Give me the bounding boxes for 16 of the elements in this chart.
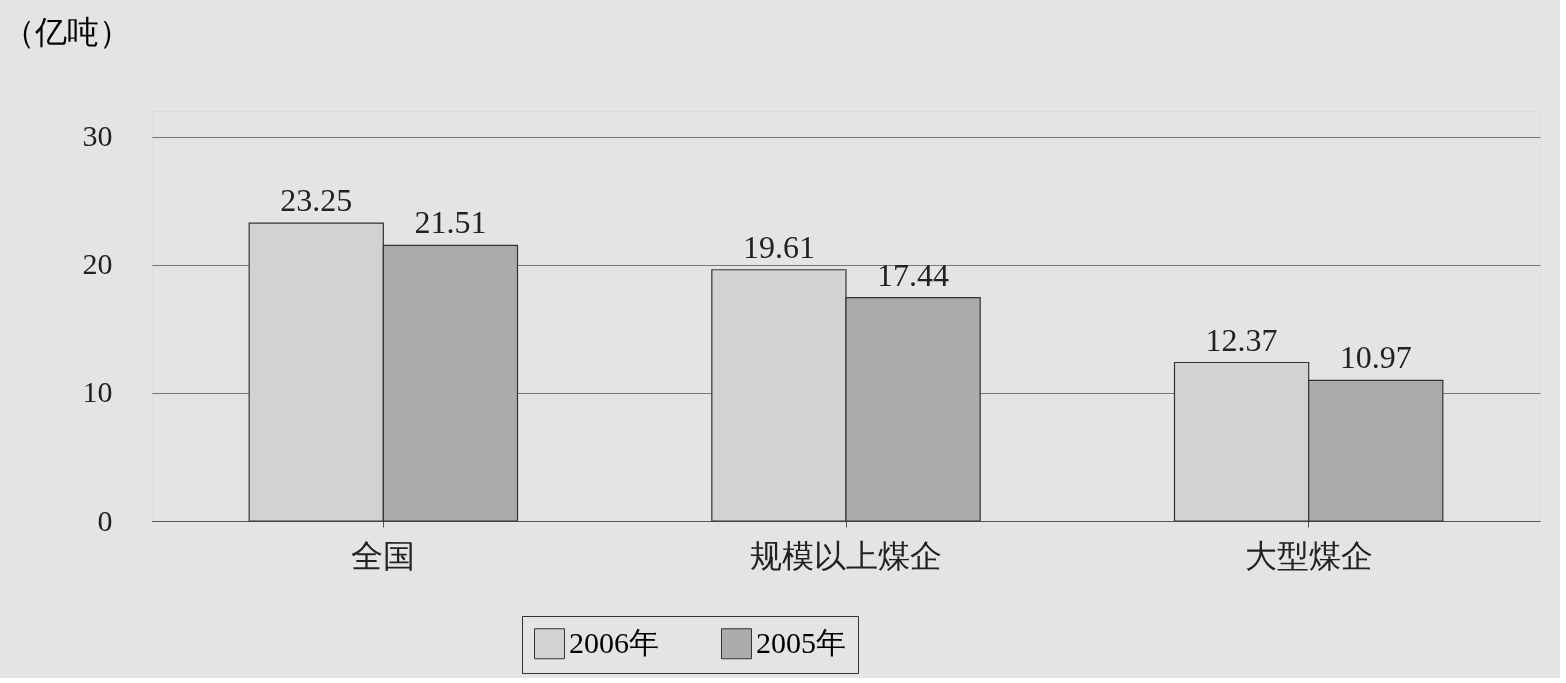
data-label: 23.25	[280, 182, 353, 219]
data-label: 17.44	[877, 256, 950, 293]
x-tick-label: 规模以上煤企	[750, 537, 942, 574]
legend-label: 2005年	[756, 625, 846, 659]
data-label: 19.61	[742, 228, 815, 265]
x-tick-label: 大型煤企	[1244, 537, 1373, 574]
y-tick-label: 0	[97, 503, 113, 537]
y-tick-label: 30	[82, 119, 113, 153]
y-tick-label: 10	[82, 375, 113, 409]
y-axis-title: （亿吨）	[2, 13, 131, 50]
data-label: 10.97	[1339, 339, 1412, 376]
data-label: 21.51	[414, 204, 487, 241]
data-label: 12.37	[1205, 321, 1278, 358]
x-tick-label: 全国	[351, 537, 416, 574]
legend-label: 2006年	[569, 625, 659, 659]
y-tick-label: 20	[82, 247, 113, 281]
